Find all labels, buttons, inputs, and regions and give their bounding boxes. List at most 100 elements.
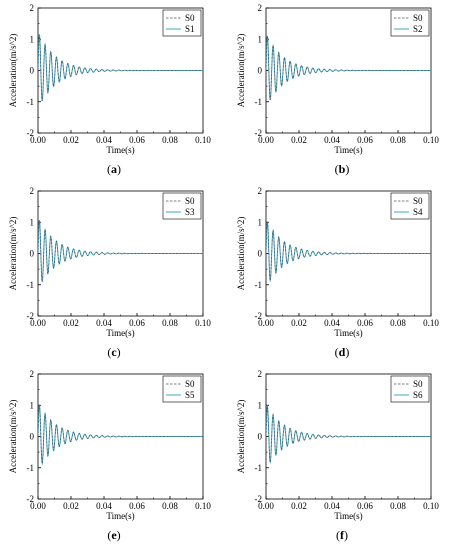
x-axis-label-d: Time(s) — [334, 328, 362, 338]
x-axis-label-a: Time(s) — [106, 145, 134, 155]
series-line-f-s0 — [266, 406, 431, 464]
chart-panel-d: 0.00 0.02 0.04 0.06 0.08 0.10 -2 -1 0 1 2 Time(s) Ac… — [228, 183, 456, 366]
panel-caption-a: (a) — [107, 162, 121, 176]
legend-box-b — [390, 9, 430, 37]
chart-plot-c: 0.00 0.02 0.04 0.06 0.08 0.10 -2 -1 0 1 2 Time(s) Ac… — [8, 186, 211, 338]
y-tick-label-c-1: -1 — [27, 280, 35, 290]
series-line-c-s0 — [38, 220, 203, 282]
y-tick-label-d-0: -2 — [255, 311, 263, 321]
y-tick-label-f-1: -1 — [255, 463, 263, 473]
legend-label-c-s0: S0 — [185, 196, 195, 206]
y-axis-label-b: Acceleration(m/s^2) — [236, 34, 246, 108]
y-tick-label-e-0: -2 — [27, 494, 35, 504]
x-tick-label-e-3: 0.06 — [129, 501, 145, 511]
x-tick-label-d-2: 0.04 — [324, 318, 340, 328]
x-tick-label-b-5: 0.10 — [423, 135, 439, 145]
y-tick-label-d-3: 1 — [258, 217, 263, 227]
series-line-b-s2 — [266, 35, 431, 100]
legend-box-c — [162, 192, 202, 220]
y-tick-label-e-4: 2 — [30, 369, 35, 379]
legend-label-b-s0: S0 — [413, 13, 423, 23]
y-tick-label-b-3: 1 — [258, 34, 263, 44]
y-axis-label-c: Acceleration(m/s^2) — [8, 217, 18, 291]
x-tick-label-a-1: 0.02 — [63, 135, 79, 145]
legend-label-b-s2: S2 — [413, 24, 423, 34]
x-tick-label-a-3: 0.06 — [129, 135, 145, 145]
panel-caption-e-letter: e — [111, 528, 117, 542]
x-tick-label-c-5: 0.10 — [195, 318, 211, 328]
x-tick-label-c-1: 0.02 — [63, 318, 79, 328]
y-tick-label-e-2: 0 — [30, 432, 35, 442]
chart-panel-e: 0.00 0.02 0.04 0.06 0.08 0.10 -2 -1 0 1 2 Time(s) Ac… — [0, 366, 228, 549]
x-axis-label-f: Time(s) — [334, 511, 362, 521]
panel-caption-d: (d) — [334, 345, 350, 359]
x-tick-label-f-0: 0.00 — [258, 501, 274, 511]
series-line-d-s0 — [266, 221, 431, 282]
x-axis-label-c: Time(s) — [106, 328, 134, 338]
y-tick-label-b-1: -1 — [255, 97, 263, 107]
series-line-a-s0 — [38, 34, 203, 102]
x-tick-label-c-4: 0.08 — [162, 318, 178, 328]
panel-caption-b: (b) — [334, 162, 350, 176]
legend-box-d — [390, 192, 430, 220]
y-tick-label-e-3: 1 — [30, 400, 35, 410]
x-tick-label-d-4: 0.08 — [390, 318, 406, 328]
x-tick-label-d-5: 0.10 — [423, 318, 439, 328]
y-tick-label-d-2: 0 — [258, 249, 263, 259]
x-tick-label-e-1: 0.02 — [63, 501, 79, 511]
chart-panel-a: 0.00 0.02 0.04 0.06 0.08 0.10 -2 -1 0 1 2 Time(s) Ac… — [0, 0, 228, 183]
x-tick-label-d-0: 0.00 — [258, 318, 274, 328]
series-line-e-s5 — [38, 404, 203, 466]
x-axis-label-e: Time(s) — [106, 511, 134, 521]
x-tick-label-e-2: 0.04 — [96, 501, 112, 511]
x-tick-label-c-0: 0.00 — [30, 318, 46, 328]
x-tick-label-b-2: 0.04 — [324, 135, 340, 145]
y-tick-label-b-2: 0 — [258, 66, 263, 76]
series-line-f-s6 — [266, 406, 431, 465]
y-axis-label-e: Acceleration(m/s^2) — [8, 400, 18, 474]
x-tick-label-e-5: 0.10 — [195, 501, 211, 511]
legend-label-e-s0: S0 — [185, 379, 195, 389]
legend-label-f-s6: S6 — [413, 390, 423, 400]
y-tick-label-c-0: -2 — [27, 311, 35, 321]
series-line-e-s0 — [38, 404, 203, 465]
chart-plot-e: 0.00 0.02 0.04 0.06 0.08 0.10 -2 -1 0 1 2 Time(s) Ac… — [8, 369, 211, 521]
legend-label-d-s0: S0 — [413, 196, 423, 206]
series-line-d-s4 — [266, 221, 431, 283]
x-tick-label-e-0: 0.00 — [30, 501, 46, 511]
x-tick-label-c-3: 0.06 — [129, 318, 145, 328]
x-tick-label-f-1: 0.02 — [291, 501, 307, 511]
series-line-c-s3 — [38, 220, 203, 282]
panel-caption-f-letter: f — [340, 528, 344, 542]
chart-panel-b: 0.00 0.02 0.04 0.06 0.08 0.10 -2 -1 0 1 2 Time(s) Ac… — [228, 0, 456, 183]
series-line-a-s1 — [38, 34, 203, 102]
panel-caption-c: (c) — [107, 345, 121, 359]
x-tick-label-a-4: 0.08 — [162, 135, 178, 145]
y-tick-label-f-2: 0 — [258, 432, 263, 442]
panel-caption-e: (e) — [107, 528, 121, 542]
legend-label-c-s3: S3 — [185, 207, 195, 217]
y-tick-label-b-4: 2 — [258, 3, 263, 13]
x-tick-label-d-1: 0.02 — [291, 318, 307, 328]
x-tick-label-f-4: 0.08 — [390, 501, 406, 511]
legend-box-f — [390, 375, 430, 403]
y-tick-label-e-1: -1 — [27, 463, 35, 473]
y-tick-label-f-0: -2 — [255, 494, 263, 504]
y-tick-label-b-0: -2 — [255, 128, 263, 138]
chart-plot-b: 0.00 0.02 0.04 0.06 0.08 0.10 -2 -1 0 1 2 Time(s) Ac… — [236, 3, 439, 155]
series-line-b-s0 — [266, 35, 431, 100]
y-tick-label-a-3: 1 — [30, 34, 35, 44]
legend-label-d-s4: S4 — [413, 207, 423, 217]
x-tick-label-a-5: 0.10 — [195, 135, 211, 145]
x-tick-label-d-3: 0.06 — [357, 318, 373, 328]
chart-plot-d: 0.00 0.02 0.04 0.06 0.08 0.10 -2 -1 0 1 2 Time(s) Ac… — [236, 186, 439, 338]
x-tick-label-f-3: 0.06 — [357, 501, 373, 511]
y-tick-label-a-4: 2 — [30, 3, 35, 13]
y-axis-label-d: Acceleration(m/s^2) — [236, 217, 246, 291]
x-tick-label-b-4: 0.08 — [390, 135, 406, 145]
x-tick-label-a-2: 0.04 — [96, 135, 112, 145]
x-tick-label-b-3: 0.06 — [357, 135, 373, 145]
x-axis-label-b: Time(s) — [334, 145, 362, 155]
y-tick-label-a-2: 0 — [30, 66, 35, 76]
y-axis-label-a: Acceleration(m/s^2) — [8, 34, 18, 108]
